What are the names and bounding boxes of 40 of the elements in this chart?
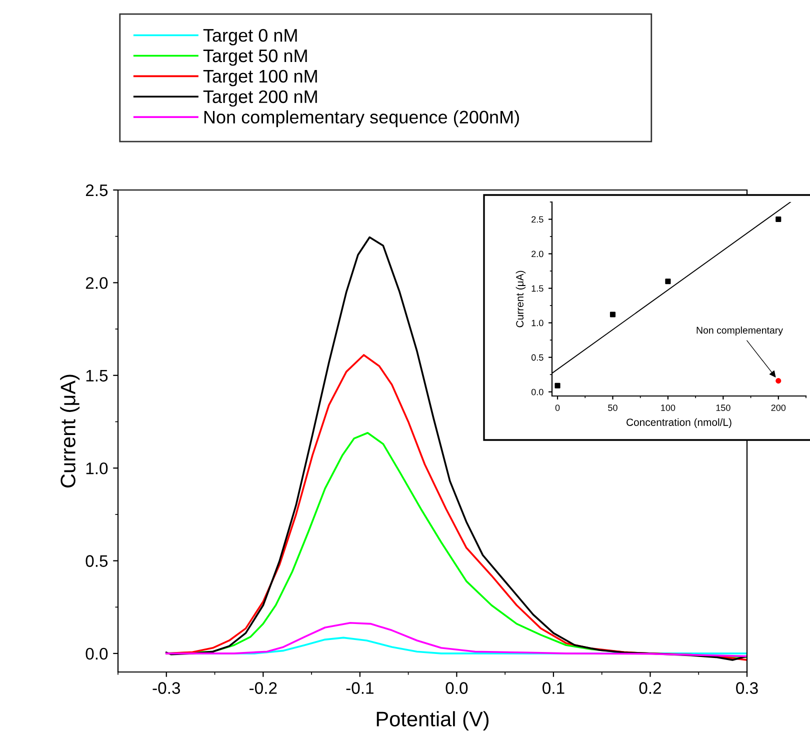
y-tick-label: 1.5 — [532, 285, 544, 292]
x-tick-label: 200 — [771, 404, 786, 411]
point — [610, 312, 616, 318]
line-series — [165, 622, 747, 658]
y-tick-label: 0.5 — [531, 354, 544, 361]
x-tick-label: 150 — [716, 404, 730, 411]
annotation: Non complementary — [696, 326, 783, 336]
y-tick-label: 2.5 — [86, 184, 108, 196]
y-tick-label: 1.0 — [532, 320, 544, 326]
x-axis-title: Potential (V) — [376, 711, 489, 731]
y-tick-label: 2.5 — [532, 216, 544, 223]
y-tick-label: 0.5 — [86, 555, 108, 567]
y-tick-label: 0.0 — [86, 648, 108, 660]
legend-label: Target 100 nM — [203, 70, 317, 86]
y-tick-label: 2.0 — [532, 250, 544, 258]
x-tick-label: 0 — [555, 404, 560, 411]
point — [665, 278, 671, 284]
x-tick-label: -0.3 — [152, 682, 180, 694]
y-tick-label: 1.0 — [86, 462, 108, 474]
legend-label: Target 50 nM — [203, 49, 307, 66]
x-axis-title: Concentration (nmol/L) — [626, 418, 732, 428]
x-tick-label: -0.1 — [346, 682, 374, 694]
x-tick-label: 0.3 — [736, 682, 758, 694]
y-tick-label: 1.5 — [86, 370, 108, 382]
y-axis-title: Current (μA) — [516, 270, 526, 328]
y-tick-label: 2.0 — [86, 277, 108, 289]
point — [554, 382, 560, 388]
y-axis-title: Current (μA) — [60, 374, 80, 488]
legend-label: Target 200 nM — [203, 90, 317, 107]
x-tick-label: 100 — [661, 404, 676, 411]
legend-label: Non complementary sequence (200nM) — [204, 110, 519, 128]
legend-label: Target 0 nM — [203, 28, 297, 46]
x-tick-label: 0.0 — [446, 682, 468, 694]
y-tick-label: 0.0 — [531, 388, 544, 396]
x-tick-label: 50 — [608, 404, 618, 411]
point — [776, 216, 782, 222]
x-tick-label: 0.1 — [542, 682, 564, 694]
x-tick-label: 0.2 — [639, 682, 661, 694]
x-tick-label: -0.2 — [250, 682, 277, 694]
point — [776, 378, 782, 384]
